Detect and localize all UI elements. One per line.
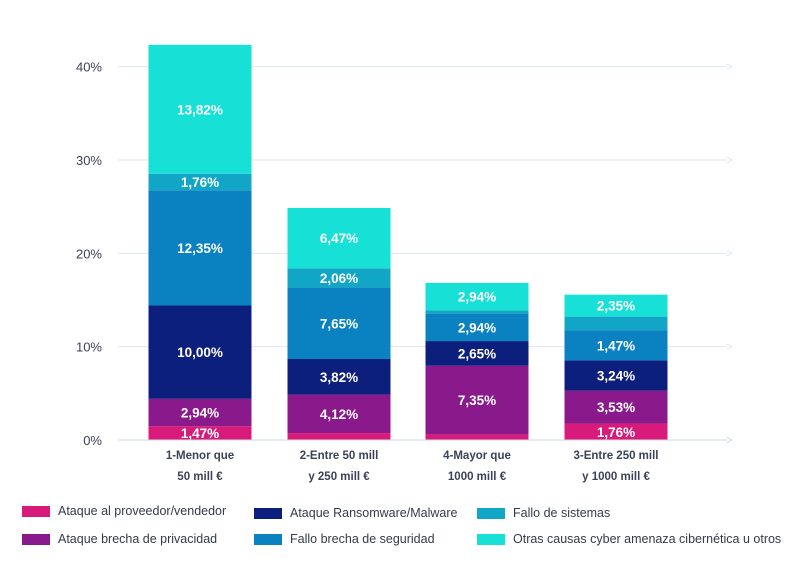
bar-segment <box>148 398 252 427</box>
data-label: 1,76% <box>597 425 635 440</box>
bar-segment <box>564 360 668 391</box>
bar-segment <box>148 44 252 174</box>
bar-segment <box>425 341 529 366</box>
data-label: 2,94% <box>181 406 219 421</box>
stacked-bar-chart: 0% 10% 20% 30% 40% 1,47% 2,94% 10,00% 12,35% 1,76… <box>76 44 734 483</box>
bar-segment <box>148 173 252 191</box>
x-axis-arrow <box>726 437 734 443</box>
legend-item-fallo-sistemas: Fallo de sistemas <box>477 506 610 520</box>
y-tick-label: 10% <box>76 340 102 355</box>
bar-segment <box>148 190 252 306</box>
data-label: 6,47% <box>320 231 358 246</box>
data-label: 2,94% <box>458 290 496 305</box>
data-label: 7,35% <box>458 393 496 408</box>
bar-segment <box>564 390 668 424</box>
data-label: 12,35% <box>177 241 223 256</box>
data-label: 7,65% <box>320 316 358 331</box>
legend-item-otras-causas: Otras causas cyber amenaza cibernética u… <box>477 532 781 546</box>
bar-segment <box>425 365 529 435</box>
legend-label: Ataque Ransomware/Malware <box>290 506 458 520</box>
x-tick-label: y 250 mill € <box>308 471 370 483</box>
legend-item-ransomware: Ataque Ransomware/Malware <box>254 506 457 520</box>
data-label: 4,12% <box>320 407 358 422</box>
bar-segment <box>425 434 529 440</box>
x-tick-label: 2-Entre 50 mill <box>300 450 379 462</box>
legend-item-brecha-seguridad: Fallo brecha de seguridad <box>254 532 435 546</box>
legend-label: Fallo de sistemas <box>513 506 611 520</box>
bar-segment <box>564 294 668 317</box>
bar-segment <box>564 316 668 331</box>
data-label: 10,00% <box>177 345 223 360</box>
bar-segment <box>287 207 391 269</box>
gridline-arrow <box>726 250 734 257</box>
data-label: 3,82% <box>320 370 358 385</box>
x-tick-label: 50 mill € <box>177 471 223 483</box>
y-tick-label: 30% <box>76 153 102 168</box>
y-tick-label: 40% <box>76 60 102 75</box>
legend-swatch <box>477 507 505 519</box>
data-label: 3,53% <box>597 400 635 415</box>
legend-item-privacidad: Ataque brecha de privacidad <box>22 532 217 546</box>
data-label: 1,76% <box>181 175 219 190</box>
legend-swatch <box>477 533 505 545</box>
x-tick-label: 3-Entre 250 mill <box>573 450 658 462</box>
y-tick-label: 20% <box>76 246 102 261</box>
legend-item-proveedor: Ataque al proveedor/vendedor <box>22 504 226 518</box>
bar-segment <box>287 433 391 440</box>
legend-label: Ataque al proveedor/vendedor <box>58 504 227 518</box>
data-label: 2,06% <box>320 271 358 286</box>
x-tick-label: y 1000 mill € <box>582 471 650 483</box>
bar-segment <box>287 358 391 395</box>
legend-swatch <box>22 505 50 517</box>
bar-segment <box>425 282 529 311</box>
bar-segment <box>425 313 529 342</box>
legend-label: Fallo brecha de seguridad <box>290 532 435 546</box>
data-label: 1,47% <box>181 426 219 441</box>
bar-segment <box>425 310 529 314</box>
gridline-arrow <box>726 343 734 350</box>
data-label: 1,47% <box>597 338 635 353</box>
bar-segment <box>287 268 391 288</box>
bar-segment <box>287 287 391 359</box>
legend-label: Otras causas cyber amenaza cibernética u… <box>513 532 782 546</box>
gridline-arrow <box>726 157 734 163</box>
data-label: 2,65% <box>458 346 496 361</box>
x-tick-label: 1-Menor que <box>166 450 234 462</box>
data-label: 13,82% <box>177 102 223 117</box>
bar-segment <box>148 426 252 440</box>
bar-segment <box>148 305 252 399</box>
legend-swatch <box>254 533 282 545</box>
x-tick-label: 1000 mill € <box>448 471 507 483</box>
bar-segment <box>564 330 668 361</box>
data-label: 2,94% <box>458 320 496 335</box>
gridline-arrow <box>726 63 734 70</box>
bar-segment <box>564 423 668 440</box>
x-tick-label: 4-Mayor que <box>443 450 511 462</box>
y-tick-label: 0% <box>83 433 102 448</box>
legend-label: Ataque brecha de privacidad <box>58 532 218 546</box>
data-label: 3,24% <box>597 369 635 384</box>
data-label: 2,35% <box>597 299 635 314</box>
bar-segment <box>287 394 391 434</box>
legend-swatch <box>22 533 50 545</box>
legend-swatch <box>254 507 282 519</box>
